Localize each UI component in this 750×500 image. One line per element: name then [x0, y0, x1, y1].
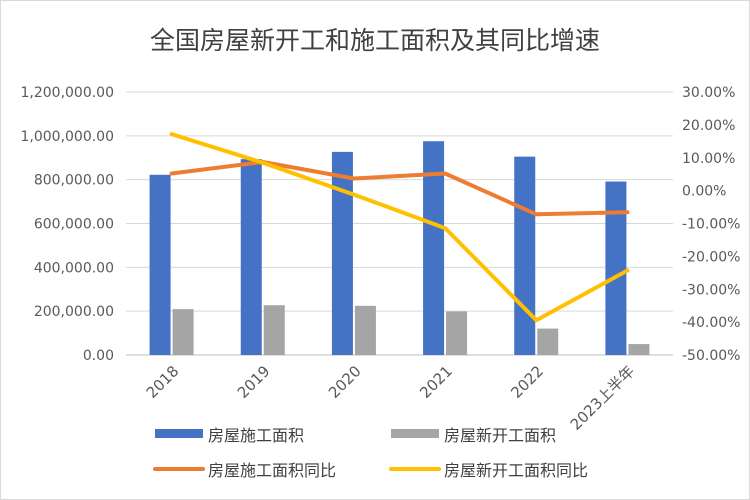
bar-construction-area — [514, 156, 536, 355]
bar-new-start-area — [446, 311, 468, 355]
bar-new-start-area — [263, 305, 285, 355]
lines — [169, 132, 630, 323]
left-tick-label: 0.00 — [83, 348, 114, 364]
chart-title: 全国房屋新开工和施工面积及其同比增速 — [150, 26, 600, 55]
legend-item-construction-area: 房屋施工面积 — [155, 426, 304, 445]
legend-label: 房屋施工面积同比 — [208, 461, 336, 480]
x-tick-label: 2023上半年 — [567, 362, 639, 434]
bars — [149, 141, 650, 355]
x-axis-ticks: 2018 2019 2020 2021 2022 2023上半年 — [143, 362, 639, 434]
x-tick-label: 2019 — [234, 362, 274, 402]
bar-construction-area — [423, 141, 445, 355]
right-axis-ticks: -50.00% -40.00% -30.00% -20.00% -10.00% 0.00%… — [682, 85, 740, 364]
right-tick-label: 30.00% — [682, 85, 735, 101]
bar-new-start-area — [172, 309, 194, 355]
legend-item-new-start-yoy: 房屋新开工面积同比 — [389, 461, 588, 480]
x-tick-label: 2018 — [143, 362, 183, 402]
x-tick-label: 2020 — [325, 362, 365, 402]
left-tick-label: 1,200,000.00 — [20, 85, 114, 101]
bar-new-start-area — [354, 305, 376, 355]
bar-new-start-area — [628, 344, 650, 355]
right-tick-label: 20.00% — [682, 118, 735, 134]
gridlines — [126, 91, 673, 356]
right-tick-label: -20.00% — [682, 249, 740, 265]
left-tick-label: 1,000,000.00 — [20, 129, 114, 145]
legend-label: 房屋施工面积 — [208, 426, 304, 445]
right-tick-label: -40.00% — [682, 315, 740, 331]
right-tick-label: -30.00% — [682, 282, 740, 298]
x-tick-label: 2022 — [507, 362, 547, 402]
bar-construction-area — [240, 159, 262, 355]
right-tick-label: 10.00% — [682, 151, 735, 167]
left-tick-label: 600,000.00 — [34, 217, 114, 233]
legend-label: 房屋新开工面积同比 — [444, 461, 588, 480]
legend-bar-swatch — [155, 429, 203, 438]
right-tick-label: -10.00% — [682, 217, 740, 233]
legend-item-new-start-area: 房屋新开工面积 — [391, 426, 556, 445]
bar-construction-area — [605, 181, 627, 355]
left-axis-ticks: 0.00 200,000.00 400,000.00 600,000.00 800,00… — [20, 85, 114, 364]
left-tick-label: 200,000.00 — [34, 304, 114, 320]
legend-bar-swatch — [391, 429, 439, 438]
bar-new-start-area — [537, 328, 559, 355]
series-line-construction-yoy — [169, 160, 630, 217]
right-tick-label: 0.00% — [682, 184, 726, 200]
legend-label: 房屋新开工面积 — [444, 426, 556, 445]
bar-construction-area — [149, 174, 171, 355]
left-tick-label: 400,000.00 — [34, 260, 114, 276]
bar-construction-area — [331, 151, 353, 355]
x-tick-label: 2021 — [416, 362, 456, 402]
series-line-new-start-yoy — [169, 132, 630, 323]
left-tick-label: 800,000.00 — [34, 173, 114, 189]
legend-item-construction-yoy: 房屋施工面积同比 — [153, 461, 336, 480]
right-tick-label: -50.00% — [682, 348, 740, 364]
